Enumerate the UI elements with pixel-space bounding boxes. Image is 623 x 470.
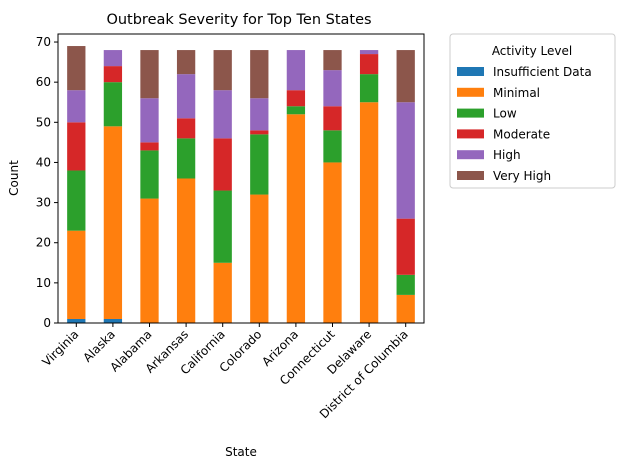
bar-alaska-insufficient-data	[103, 318, 123, 323]
legend-swatch-moderate	[457, 129, 484, 139]
legend-frame	[449, 33, 616, 189]
bar-connecticut-moderate	[323, 106, 342, 131]
bar-virginia-insufficient-data	[67, 318, 86, 323]
chart-title: Outbreak Severity for Top Ten States	[106, 12, 371, 28]
bar-connecticut-low	[323, 130, 342, 163]
x-axis-title: State	[225, 445, 257, 459]
legend: Activity Level Insufficient Data Minimal L…	[449, 33, 616, 189]
bar-alabama-high	[140, 98, 159, 143]
bar-arizona-high	[286, 50, 306, 91]
bar-connecticut-very-high	[323, 50, 342, 71]
legend-label-insufficient-data: Insufficient Data	[493, 65, 592, 79]
bar-connecticut-high	[323, 70, 342, 107]
legend-label-very-high: Very High	[493, 169, 551, 183]
legend-label-high: High	[493, 148, 521, 162]
legend-entries: Insufficient Data Minimal Low Moderate High V…	[457, 65, 592, 183]
legend-label-moderate: Moderate	[493, 127, 550, 141]
bar-virginia-high	[67, 90, 86, 123]
legend-title: Activity Level	[492, 44, 572, 58]
bar-california-moderate	[213, 138, 232, 191]
bar-colorado-minimal	[250, 194, 269, 323]
legend-swatch-high	[457, 150, 484, 160]
bar-delaware-low	[359, 74, 379, 103]
y-tick-label: 20	[36, 236, 51, 250]
y-tick-label: 0	[43, 316, 51, 330]
bar-delaware-high	[359, 50, 379, 55]
bar-arkansas-moderate	[176, 118, 196, 139]
legend-swatch-very-high	[457, 171, 484, 180]
bar-district-of-columbia-high	[396, 102, 415, 219]
y-tick-label: 30	[36, 196, 51, 210]
bar-arkansas-very-high	[176, 50, 196, 75]
y-tick-label: 60	[36, 75, 51, 89]
legend-label-low: Low	[493, 107, 517, 121]
y-tick-label: 70	[36, 35, 51, 49]
y-axis-title: Count	[7, 160, 21, 196]
bar-alabama-low	[140, 150, 159, 199]
bar-california-minimal	[213, 262, 232, 323]
bar-colorado-low	[250, 134, 269, 195]
bar-arizona-low	[286, 106, 306, 115]
bar-district-of-columbia-minimal	[396, 294, 415, 323]
bar-colorado-high	[250, 98, 269, 131]
bar-california-high	[213, 90, 232, 139]
bar-virginia-minimal	[67, 230, 86, 319]
x-axis: VirginiaAlaskaAlabamaArkansasCaliforniaC…	[40, 323, 411, 421]
plot-frame	[57, 33, 425, 324]
bar-delaware-moderate	[359, 54, 379, 75]
bar-arkansas-minimal	[176, 178, 196, 323]
bar-virginia-very-high	[67, 46, 86, 91]
y-tick-label: 10	[36, 276, 51, 290]
bar-alaska-minimal	[103, 126, 123, 319]
bar-alaska-moderate	[103, 66, 123, 83]
bar-alabama-moderate	[140, 142, 159, 151]
y-tick-label: 50	[36, 115, 51, 129]
bar-arizona-moderate	[286, 90, 306, 107]
bar-connecticut-minimal	[323, 162, 342, 323]
bar-district-of-columbia-very-high	[396, 50, 415, 103]
legend-swatch-insufficient-data	[457, 67, 484, 76]
bars-layer	[67, 46, 415, 324]
legend-swatch-low	[457, 108, 484, 118]
bar-arizona-minimal	[286, 114, 306, 323]
bar-colorado-very-high	[250, 50, 269, 99]
legend-swatch-minimal	[457, 87, 484, 97]
bar-colorado-moderate	[250, 130, 269, 135]
bar-alaska-low	[103, 82, 123, 127]
bar-california-low	[213, 190, 232, 263]
y-axis: 0 10 20 30 40 50 60 70	[36, 35, 58, 330]
bar-delaware-minimal	[359, 102, 379, 324]
bar-arkansas-low	[176, 138, 196, 179]
bar-alabama-very-high	[140, 50, 159, 99]
bar-alaska-high	[103, 50, 123, 67]
bar-virginia-low	[67, 170, 86, 231]
bar-alabama-minimal	[140, 198, 159, 323]
y-tick-label: 40	[36, 155, 51, 169]
x-tick-label-virginia: Virginia	[40, 327, 82, 369]
bar-district-of-columbia-moderate	[396, 218, 415, 275]
bar-california-very-high	[213, 50, 232, 91]
bar-arkansas-high	[176, 74, 196, 119]
bar-virginia-moderate	[67, 122, 86, 171]
legend-label-minimal: Minimal	[493, 86, 540, 100]
bar-district-of-columbia-low	[396, 274, 415, 295]
